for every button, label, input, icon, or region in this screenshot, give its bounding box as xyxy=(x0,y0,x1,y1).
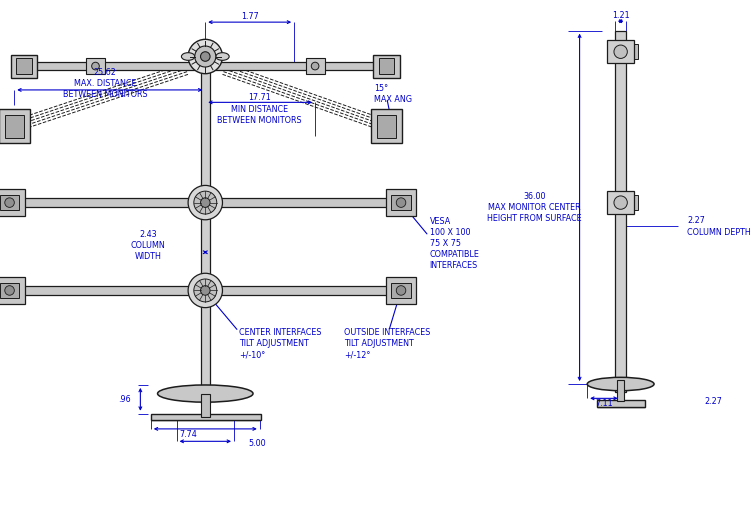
Bar xyxy=(11,54,37,77)
Bar xyxy=(24,62,387,70)
Circle shape xyxy=(188,39,222,74)
Circle shape xyxy=(614,45,627,59)
Bar xyxy=(615,31,627,391)
Bar xyxy=(0,189,25,216)
Bar xyxy=(377,115,396,137)
Bar xyxy=(596,400,645,407)
Circle shape xyxy=(195,46,215,67)
Circle shape xyxy=(614,196,627,209)
Bar xyxy=(200,393,210,417)
Text: 1.21: 1.21 xyxy=(612,11,630,20)
Circle shape xyxy=(311,62,319,70)
Bar xyxy=(10,286,401,295)
Circle shape xyxy=(200,198,210,207)
Circle shape xyxy=(200,52,210,61)
Bar xyxy=(16,59,32,74)
Text: .96: .96 xyxy=(118,395,131,404)
Bar xyxy=(0,283,19,298)
Bar xyxy=(0,277,25,304)
Bar xyxy=(5,115,24,137)
Text: VESA
100 X 100
75 X 75
COMPATIBLE
INTERFACES: VESA 100 X 100 75 X 75 COMPATIBLE INTERF… xyxy=(429,217,479,270)
Circle shape xyxy=(188,185,222,220)
Text: 1.77: 1.77 xyxy=(241,12,259,21)
Text: CENTER INTERFACES
TILT ADJUSTMENT
+/-10°: CENTER INTERFACES TILT ADJUSTMENT +/-10° xyxy=(239,328,321,359)
Circle shape xyxy=(188,273,222,307)
Bar xyxy=(617,380,624,401)
Bar xyxy=(607,191,634,214)
Circle shape xyxy=(396,198,406,207)
Ellipse shape xyxy=(587,377,654,391)
Circle shape xyxy=(396,286,406,295)
Text: 2.27: 2.27 xyxy=(705,397,723,406)
Circle shape xyxy=(194,191,217,214)
Text: 7.11: 7.11 xyxy=(595,399,613,408)
Bar xyxy=(305,59,324,74)
Text: 17.71
MIN DISTANCE
BETWEEN MONITORS: 17.71 MIN DISTANCE BETWEEN MONITORS xyxy=(218,94,302,125)
Text: 7.74: 7.74 xyxy=(179,430,197,439)
Circle shape xyxy=(194,279,217,302)
Ellipse shape xyxy=(215,53,229,61)
Bar xyxy=(86,59,105,74)
Text: 2.27
COLUMN DEPTH: 2.27 COLUMN DEPTH xyxy=(687,216,751,237)
Circle shape xyxy=(91,62,99,70)
Bar xyxy=(607,40,634,63)
Bar xyxy=(10,198,401,207)
Bar xyxy=(0,195,19,210)
Text: 36.00
MAX MONITOR CENTER
HEIGHT FROM SURFACE: 36.00 MAX MONITOR CENTER HEIGHT FROM SUR… xyxy=(488,192,582,223)
Text: 15°
MAX ANG: 15° MAX ANG xyxy=(374,83,412,104)
Ellipse shape xyxy=(157,385,253,402)
Bar xyxy=(627,195,638,210)
Bar xyxy=(379,59,395,74)
Bar xyxy=(200,54,210,403)
Text: 5.00: 5.00 xyxy=(248,439,266,448)
Text: 2.43
COLUMN
WIDTH: 2.43 COLUMN WIDTH xyxy=(131,230,166,261)
Circle shape xyxy=(5,198,14,207)
Circle shape xyxy=(200,286,210,295)
Bar xyxy=(151,414,261,420)
Bar xyxy=(392,195,411,210)
Bar xyxy=(386,189,417,216)
Bar xyxy=(373,54,400,77)
Bar xyxy=(0,109,29,144)
Text: OUTSIDE INTERFACES
TILT ADJUSTMENT
+/-12°: OUTSIDE INTERFACES TILT ADJUSTMENT +/-12… xyxy=(344,328,430,359)
Circle shape xyxy=(5,286,14,295)
Ellipse shape xyxy=(181,53,195,61)
Bar xyxy=(392,283,411,298)
Bar xyxy=(386,277,417,304)
Bar xyxy=(627,44,638,60)
Text: 25.62
MAX. DISTANCE
BETWEEN MONITORS: 25.62 MAX. DISTANCE BETWEEN MONITORS xyxy=(63,68,147,99)
Bar xyxy=(371,109,402,144)
